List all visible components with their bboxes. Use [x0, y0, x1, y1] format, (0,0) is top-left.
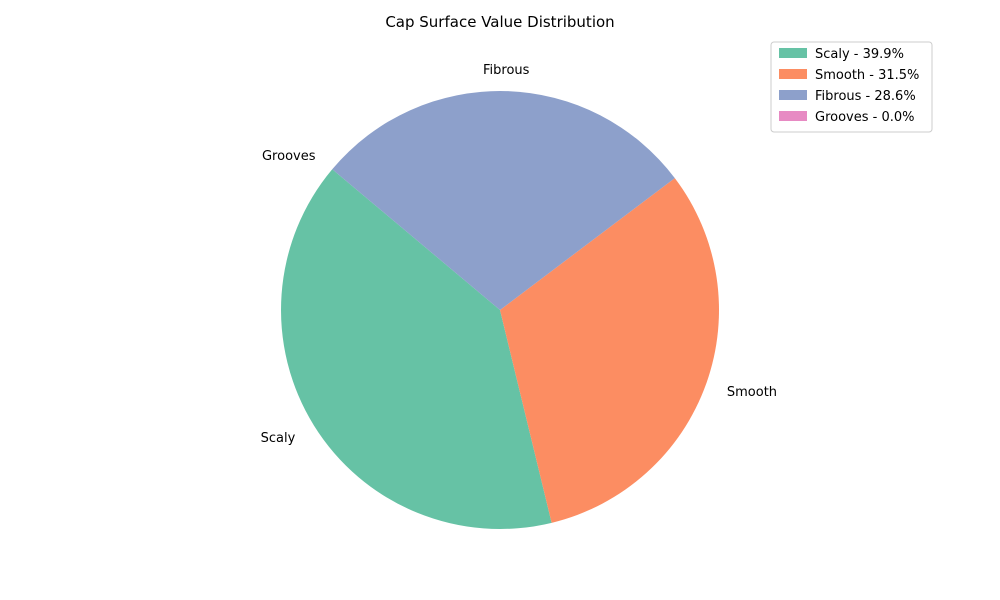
- pie-slice-smooth: [500, 178, 719, 523]
- legend-swatch-fibrous: [779, 90, 807, 100]
- pie-slice-fibrous: [332, 91, 675, 310]
- pie-slices: [281, 91, 719, 529]
- slice-label-fibrous: Fibrous: [483, 63, 530, 78]
- legend-label-smooth: Smooth - 31.5%: [815, 68, 919, 83]
- legend-swatch-smooth: [779, 69, 807, 79]
- legend-swatch-grooves: [779, 111, 807, 121]
- legend: Scaly - 39.9% Smooth - 31.5% Fibrous - 28.…: [770, 41, 933, 133]
- slice-label-grooves: Grooves: [262, 149, 316, 164]
- chart-title: Cap Surface Value Distribution: [385, 13, 614, 31]
- pie-slice-scaly: [281, 169, 552, 529]
- slice-label-scaly: Scaly: [261, 431, 296, 446]
- legend-frame: [770, 41, 933, 133]
- legend-label-scaly: Scaly - 39.9%: [815, 47, 904, 62]
- legend-items: Scaly - 39.9% Smooth - 31.5% Fibrous - 28.…: [779, 47, 919, 125]
- legend-swatch-scaly: [779, 48, 807, 58]
- legend-label-fibrous: Fibrous - 28.6%: [815, 89, 916, 104]
- slice-label-smooth: Smooth: [727, 385, 777, 400]
- legend-label-grooves: Grooves - 0.0%: [815, 110, 915, 125]
- slice-labels: Scaly Smooth Fibrous Grooves: [261, 63, 777, 446]
